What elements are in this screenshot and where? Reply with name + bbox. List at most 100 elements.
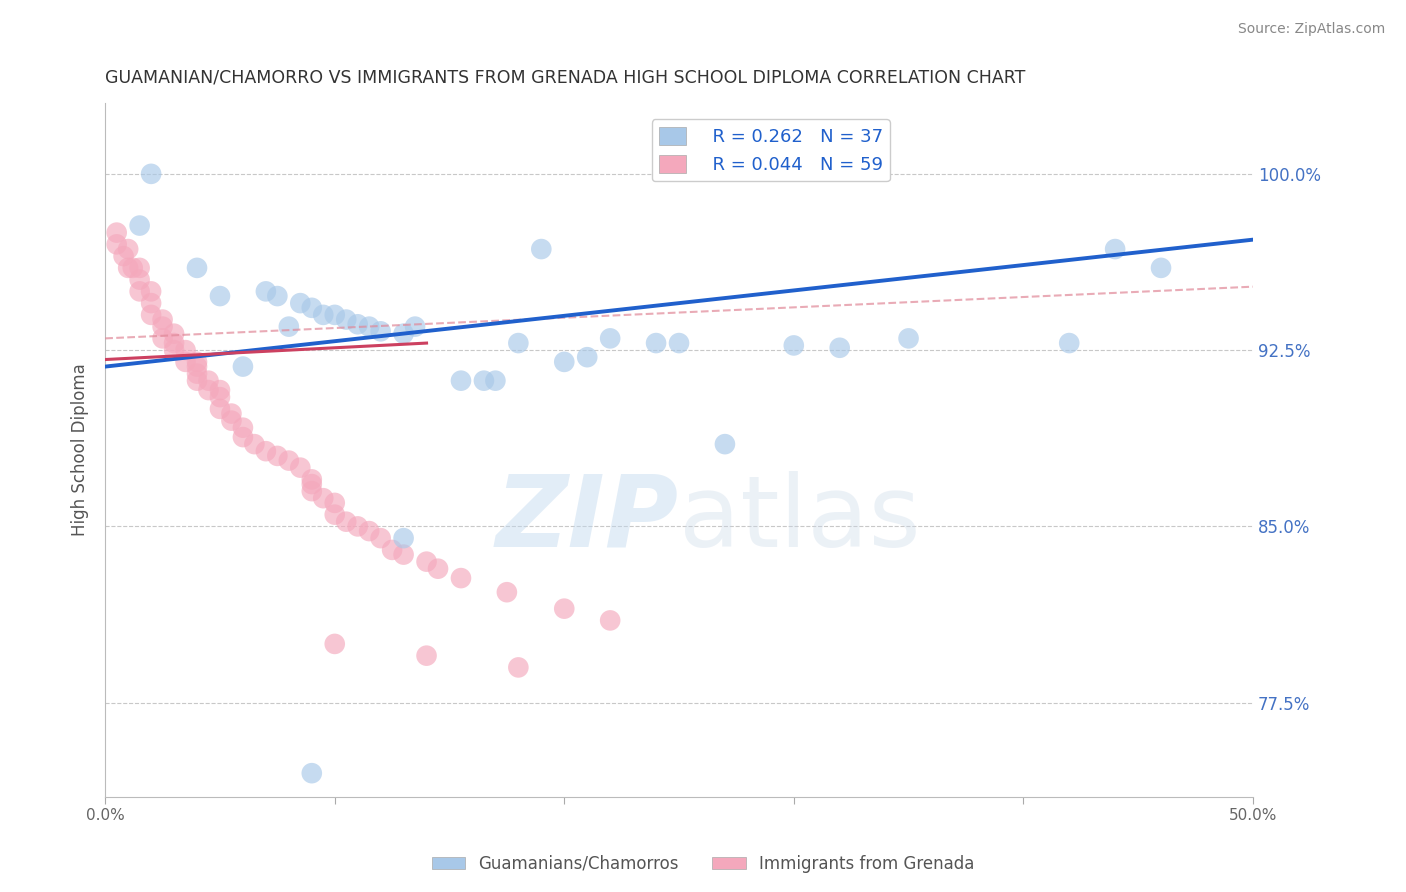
Point [323,637,346,651]
Point [232,420,254,434]
Point [496,585,519,599]
Point [254,444,277,458]
Point [553,601,575,615]
Point [484,374,506,388]
Point [186,355,208,369]
Point [381,542,404,557]
Point [301,766,323,780]
Point [427,562,450,576]
Point [553,355,575,369]
Point [186,359,208,374]
Point [359,319,381,334]
Point [163,326,186,341]
Legend: Guamanians/Chamorros, Immigrants from Grenada: Guamanians/Chamorros, Immigrants from Gr… [425,848,981,880]
Text: atlas: atlas [679,471,921,568]
Point [312,491,335,506]
Point [232,430,254,444]
Point [121,260,143,275]
Point [208,401,231,416]
Point [128,260,150,275]
Point [163,336,186,351]
Point [312,308,335,322]
Point [828,341,851,355]
Point [186,374,208,388]
Point [392,326,415,341]
Point [221,407,243,421]
Point [174,343,197,358]
Point [323,508,346,522]
Text: ZIP: ZIP [496,471,679,568]
Point [186,367,208,381]
Point [105,237,128,252]
Point [290,296,312,310]
Point [335,312,357,326]
Point [668,336,690,351]
Point [197,383,219,397]
Point [450,374,472,388]
Point [163,343,186,358]
Point [266,289,288,303]
Point [152,312,174,326]
Point [152,331,174,345]
Point [645,336,668,351]
Point [301,477,323,491]
Point [208,383,231,397]
Point [530,242,553,256]
Point [254,285,277,299]
Point [232,359,254,374]
Point [290,460,312,475]
Point [105,226,128,240]
Point [508,336,530,351]
Point [221,414,243,428]
Legend:   R = 0.262   N = 37,   R = 0.044   N = 59: R = 0.262 N = 37, R = 0.044 N = 59 [652,120,890,181]
Point [897,331,920,345]
Point [335,515,357,529]
Point [415,555,437,569]
Point [152,319,174,334]
Point [472,374,495,388]
Text: GUAMANIAN/CHAMORRO VS IMMIGRANTS FROM GRENADA HIGH SCHOOL DIPLOMA CORRELATION CH: GUAMANIAN/CHAMORRO VS IMMIGRANTS FROM GR… [105,69,1025,87]
Y-axis label: High School Diploma: High School Diploma [72,364,89,536]
Text: Source: ZipAtlas.com: Source: ZipAtlas.com [1237,22,1385,37]
Point [404,319,426,334]
Point [323,496,346,510]
Point [599,614,621,628]
Point [128,272,150,286]
Point [186,260,208,275]
Point [117,242,139,256]
Point [112,249,135,263]
Point [370,531,392,545]
Point [174,355,197,369]
Point [359,524,381,538]
Point [208,390,231,404]
Point [1104,242,1126,256]
Point [139,285,162,299]
Point [783,338,806,352]
Point [208,289,231,303]
Point [139,296,162,310]
Point [1150,260,1173,275]
Point [301,472,323,486]
Point [392,531,415,545]
Point [508,660,530,674]
Point [301,484,323,499]
Point [277,453,299,467]
Point [266,449,288,463]
Point [1057,336,1080,351]
Point [370,324,392,338]
Point [346,519,368,533]
Point [128,285,150,299]
Point [392,548,415,562]
Point [301,301,323,315]
Point [139,308,162,322]
Point [599,331,621,345]
Point [197,374,219,388]
Point [117,260,139,275]
Point [450,571,472,585]
Point [323,308,346,322]
Point [346,318,368,332]
Point [139,167,162,181]
Point [128,219,150,233]
Point [714,437,737,451]
Point [277,319,299,334]
